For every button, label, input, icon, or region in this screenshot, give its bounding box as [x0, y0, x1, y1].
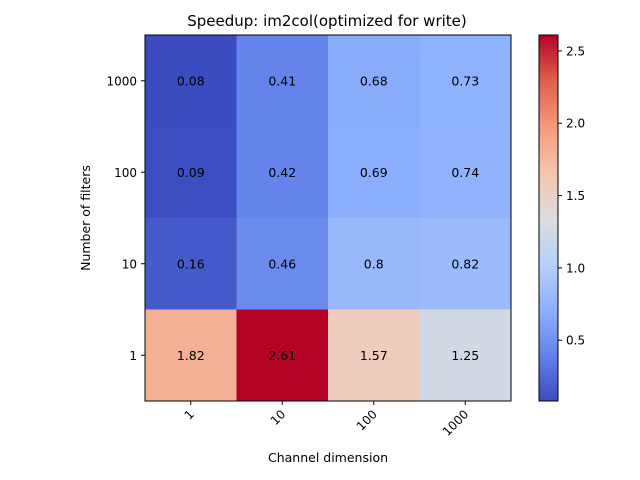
cell-value-label: 0.68	[360, 73, 388, 88]
cell-value-label: 2.61	[268, 348, 296, 363]
cell-value-label: 0.82	[451, 256, 479, 271]
colorbar-tick-label: 0.5	[566, 334, 585, 348]
y-axis-label: Number of filters	[78, 165, 93, 271]
x-tick-label: 1	[182, 407, 197, 422]
colorbar	[538, 34, 559, 402]
cell-value-label: 1.82	[177, 348, 205, 363]
heatmap-cell	[145, 126, 237, 219]
y-tick-label: 1	[129, 349, 137, 363]
x-tick-label: 1000	[440, 407, 471, 438]
colorbar-tick-label: 1.0	[566, 261, 585, 275]
y-tick-label: 1000	[106, 74, 137, 88]
x-tick-label: 10	[268, 407, 289, 428]
cell-value-label: 0.42	[268, 165, 296, 180]
cell-value-label: 0.8	[364, 256, 384, 271]
heatmap-cell	[419, 126, 512, 219]
heatmap-cell	[328, 35, 420, 127]
x-tick-label: 100	[354, 407, 380, 433]
colorbar-tick-label: 2.5	[566, 44, 585, 58]
heatmap-cell	[328, 309, 420, 402]
x-axis-label: Channel dimension	[268, 450, 388, 465]
heatmap-cell	[419, 218, 512, 310]
cell-value-label: 0.74	[451, 165, 479, 180]
cell-value-label: 1.57	[360, 348, 388, 363]
cell-value-label: 0.09	[177, 165, 205, 180]
chart-title: Speedup: im2col(optimized for write)	[187, 12, 467, 30]
cell-value-label: 0.73	[451, 73, 479, 88]
heatmap-cell	[419, 309, 512, 402]
heatmap-cell	[328, 218, 420, 310]
colorbar-tick-label: 2.0	[566, 117, 585, 131]
cell-value-label: 1.25	[451, 348, 479, 363]
cell-value-label: 0.69	[360, 165, 388, 180]
heatmap-cell	[145, 35, 237, 127]
heatmap-cell	[328, 126, 420, 219]
cell-value-label: 0.16	[177, 256, 205, 271]
colorbar-ticks: 0.5 1.0 1.5 2.0 2.5	[558, 44, 585, 348]
heatmap-cell	[236, 309, 329, 402]
cell-value-label: 0.46	[268, 256, 296, 271]
heatmap-cell	[145, 218, 237, 310]
heatmap-cell	[236, 126, 329, 219]
heatmap-cells: 0.08 0.41 0.68 0.73 0.09 0.42 0.69 0.74 0.16 0.46…	[145, 35, 512, 402]
heatmap-cell	[419, 35, 512, 127]
plot-frame	[144, 34, 512, 402]
colorbar-tick-label: 1.5	[566, 189, 585, 203]
heatmap-cell	[236, 218, 329, 310]
y-tick-label: 100	[114, 166, 137, 180]
heatmap-cell	[145, 309, 237, 402]
cell-value-label: 0.41	[268, 73, 296, 88]
y-axis-ticks: 1000 100 10 1	[106, 74, 145, 363]
heatmap-cell	[236, 35, 329, 127]
cell-value-label: 0.08	[177, 73, 205, 88]
x-axis-ticks: 1 10 100 1000	[182, 401, 471, 439]
y-tick-label: 10	[122, 257, 137, 271]
